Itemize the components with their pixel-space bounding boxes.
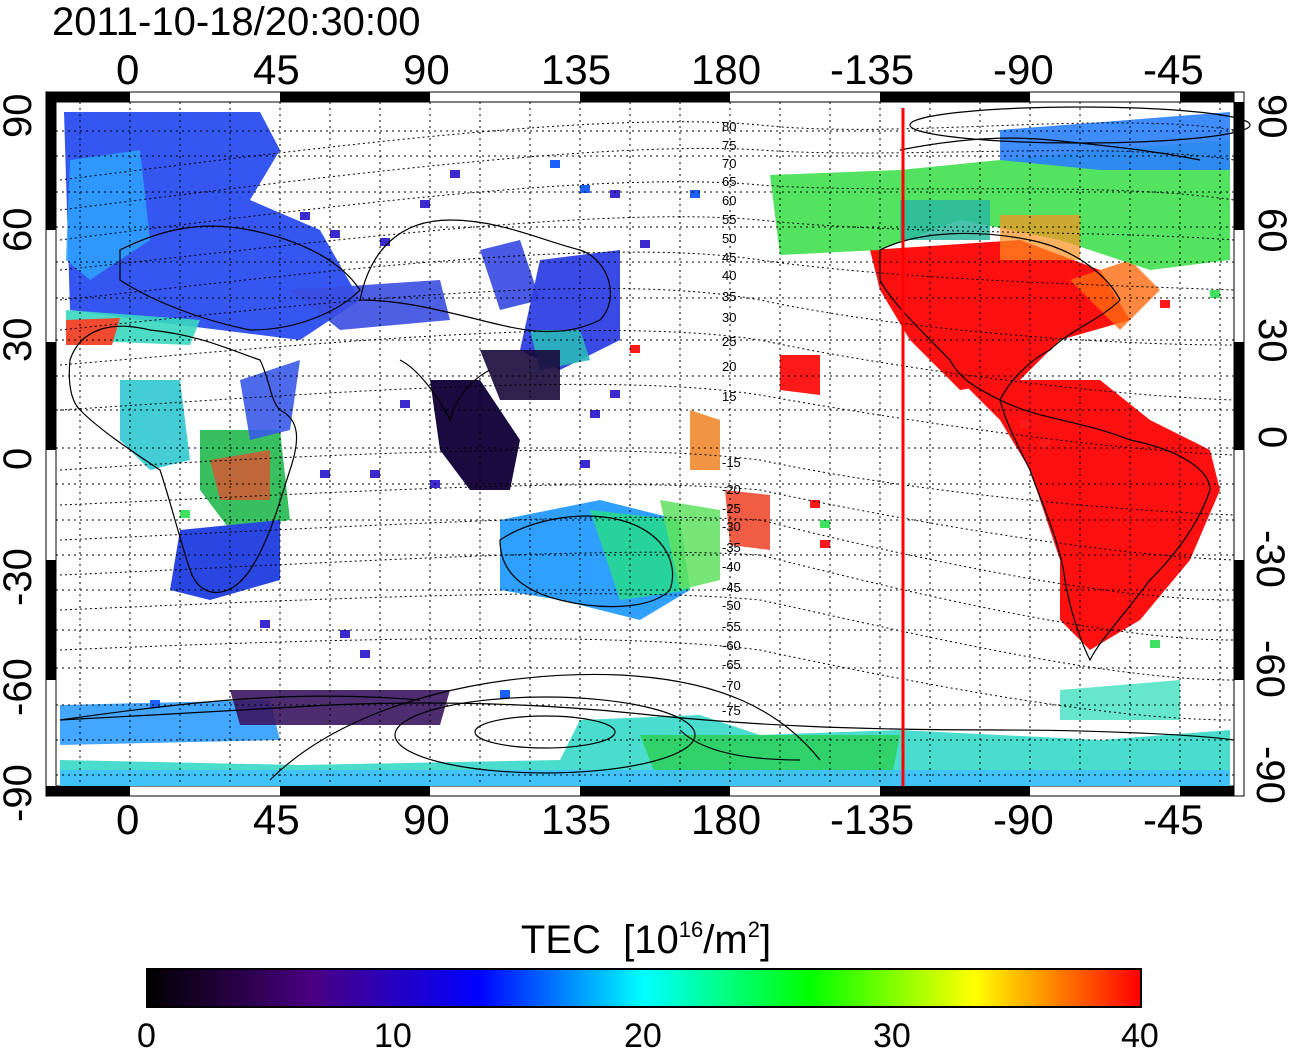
top-axis-tick: 135 <box>541 46 612 93</box>
colorbar-unit-exp2: 2 <box>747 917 760 942</box>
left-axis-tick: -30 <box>0 548 40 606</box>
right-axis-tick: 30 <box>1250 318 1292 363</box>
colorbar-unit-exp: 16 <box>678 917 704 942</box>
top-axis-tick: -90 <box>993 46 1054 93</box>
contour-label: 80 <box>722 119 736 134</box>
timestamp: 2011-10-18/20:30:00 <box>52 0 421 44</box>
bottom-axis-tick: 180 <box>691 796 762 843</box>
contour-label: -60 <box>722 638 741 653</box>
contour-label: -40 <box>722 559 741 574</box>
contour-label: 55 <box>722 212 736 227</box>
colorbar-title: TEC [1016/m2] <box>0 908 1292 962</box>
left-axis-tick: 0 <box>0 447 40 470</box>
colorbar-unit-base: [10 <box>623 918 679 962</box>
bottom-axis-tick: -45 <box>1143 796 1204 843</box>
contour-label: 15 <box>722 389 736 404</box>
contour-label: 35 <box>722 289 736 304</box>
right-axis-tick: 90 <box>1250 94 1292 139</box>
bottom-axis-tick: 135 <box>541 796 612 843</box>
left-axis-tick: 90 <box>0 93 40 139</box>
top-axis-tick: 180 <box>691 46 762 93</box>
colorbar-tick: 30 <box>873 1017 911 1055</box>
top-axis-tick: 45 <box>253 46 300 93</box>
bottom-axis-tick: -135 <box>830 796 915 843</box>
left-axis-tick: -60 <box>0 658 40 716</box>
bottom-axis-tick: -90 <box>993 796 1054 843</box>
top-axis-tick: -45 <box>1143 46 1204 93</box>
contour-label: -55 <box>722 619 741 634</box>
contour-label: -75 <box>722 703 741 718</box>
colorbar-tick: 10 <box>374 1017 412 1055</box>
left-axis-tick: 60 <box>0 207 40 253</box>
colorbar-tick: 20 <box>624 1017 662 1055</box>
contour-label-group: 80 75 70 65 60 55 50 45 40 35 30 25 20 1… <box>722 119 741 718</box>
colorbar-unit-mid: /m <box>703 918 748 962</box>
contour-label: 40 <box>722 268 736 283</box>
contour-label: -35 <box>722 540 741 555</box>
colorbar-title-main: TEC <box>520 918 601 962</box>
contour-label: 60 <box>722 193 736 208</box>
contour-label: 30 <box>722 310 736 325</box>
contour-label: -65 <box>722 657 741 672</box>
contour-label: -15 <box>722 455 741 470</box>
contour-label: -25 <box>722 501 741 516</box>
contour-label: 45 <box>722 250 736 265</box>
colorbar-tick: 40 <box>1121 1017 1159 1055</box>
right-axis-tick: 0 <box>1250 426 1292 449</box>
top-axis-tick: 0 <box>116 46 140 93</box>
left-axis-tick: -90 <box>0 764 40 822</box>
contour-label: 70 <box>722 156 736 171</box>
coastlines <box>59 137 1235 761</box>
bottom-axis-tick: 0 <box>116 796 140 843</box>
contour-label: -45 <box>722 580 741 595</box>
bottom-axis-tick: 90 <box>403 796 450 843</box>
polar-contours <box>59 106 1251 781</box>
contour-label: 50 <box>722 231 736 246</box>
bottom-axis-tick: 45 <box>253 796 300 843</box>
contour-label: -70 <box>722 678 741 693</box>
contour-label: 25 <box>722 334 736 349</box>
contour-label: -50 <box>722 598 741 613</box>
top-axis-tick: 90 <box>403 46 450 93</box>
contour-label: -30 <box>722 519 741 534</box>
contour-label: 20 <box>722 359 736 374</box>
colorbar-unit-end: ] <box>759 918 772 962</box>
right-axis-tick: -60 <box>1248 640 1292 698</box>
right-axis-tick: 60 <box>1250 208 1292 253</box>
right-axis-tick: -90 <box>1248 746 1292 804</box>
magnetic-contours <box>59 121 1235 721</box>
contour-label: -20 <box>722 482 741 497</box>
contour-label: 65 <box>722 174 736 189</box>
left-axis-tick: 30 <box>0 317 40 363</box>
right-axis-tick: -30 <box>1248 530 1292 588</box>
colorbar-tick: 0 <box>137 1017 156 1055</box>
graticule <box>56 102 1234 786</box>
contour-label: 75 <box>722 138 736 153</box>
top-axis-tick: -135 <box>830 46 915 93</box>
colorbar <box>146 968 1142 1008</box>
